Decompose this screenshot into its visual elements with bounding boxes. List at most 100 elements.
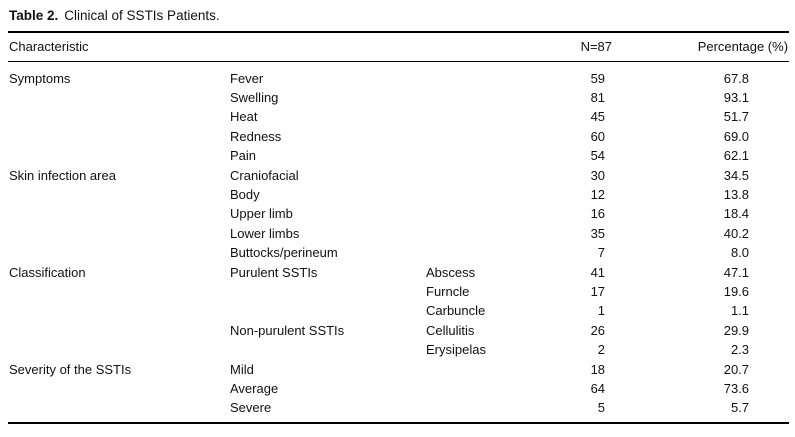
- table-row: Swelling 81 93.1: [8, 88, 789, 107]
- subcategory-cell: Craniofacial: [230, 167, 299, 183]
- subsubcategory-cell: [426, 146, 552, 165]
- n-cell: 2: [597, 342, 606, 358]
- characteristic-cell: [8, 282, 230, 301]
- subsubcategory-cell: [426, 224, 552, 243]
- characteristic-cell: Symptoms: [9, 70, 71, 86]
- subsubcategory-cell: Furncle: [426, 283, 470, 299]
- percentage-cell: 40.2: [723, 225, 750, 241]
- characteristic-cell: Skin infection area: [9, 167, 116, 183]
- n-cell: 64: [590, 381, 606, 396]
- subsubcategory-cell: [426, 185, 552, 204]
- table-caption-label: Table 2.: [9, 8, 59, 23]
- table-row: Carbuncle 1 1.1: [8, 301, 789, 320]
- percentage-cell: 29.9: [723, 322, 750, 338]
- n-cell: 26: [590, 322, 606, 338]
- subcategory-cell: Heat: [230, 109, 258, 125]
- n-cell: 12: [590, 186, 606, 202]
- table-body: Symptoms Fever 59 67.8 Swelling 81 93.1 Heat 45 5…: [8, 61, 789, 423]
- n-cell: 7: [597, 245, 606, 261]
- subsubcategory-cell: [426, 243, 552, 262]
- characteristic-cell: [8, 321, 230, 340]
- subcategory-cell: Severe: [230, 400, 272, 416]
- subcategory-cell: Non-purulent SSTIs: [230, 322, 345, 338]
- subsubcategory-cell: [426, 360, 552, 379]
- subsubcategory-cell: [426, 127, 552, 146]
- subsubcategory-cell: [426, 379, 552, 398]
- characteristic-cell: [8, 146, 230, 165]
- n-cell: 35: [590, 225, 606, 241]
- percentage-cell: 34.5: [723, 167, 750, 183]
- characteristic-cell: [8, 243, 230, 262]
- table-row: Symptoms Fever 59 67.8: [8, 61, 789, 88]
- subcategory-cell: Fever: [230, 70, 264, 86]
- table-caption-text: Clinical of SSTIs Patients.: [64, 8, 220, 23]
- percentage-cell: 18.4: [723, 206, 750, 222]
- table-row: Upper limb 16 18.4: [8, 204, 789, 223]
- characteristic-cell: [8, 88, 230, 107]
- characteristic-cell: [8, 398, 230, 422]
- characteristic-cell: [8, 224, 230, 243]
- header-n: N=87: [552, 32, 613, 62]
- percentage-cell: 19.6: [723, 283, 750, 299]
- characteristic-cell: [8, 185, 230, 204]
- subsubcategory-cell: [426, 88, 552, 107]
- percentage-cell: 13.8: [723, 186, 750, 202]
- characteristic-cell: [8, 107, 230, 126]
- table-header: Characteristic N=87 Percentage (%): [8, 32, 790, 62]
- percentage-cell: 51.7: [723, 109, 750, 125]
- header-percentage: Percentage (%): [612, 32, 790, 62]
- n-cell: 17: [590, 283, 606, 299]
- subcategory-cell: [230, 301, 426, 320]
- percentage-cell: 20.7: [723, 361, 750, 377]
- characteristic-cell: [8, 204, 230, 223]
- subsubcategory-cell: Erysipelas: [426, 342, 486, 358]
- table-row: Lower limbs 35 40.2: [8, 224, 789, 243]
- subcategory-cell: [230, 340, 426, 359]
- table-row: Erysipelas 2 2.3: [8, 340, 789, 359]
- subcategory-cell: Body: [230, 186, 260, 202]
- subsubcategory-cell: [426, 398, 552, 422]
- table-row: Average 64 73.6: [8, 379, 789, 398]
- table-row: Classification Purulent SSTIs Abscess 41 47.…: [8, 263, 789, 282]
- subcategory-cell: Average: [230, 381, 279, 396]
- subsubcategory-cell: Carbuncle: [426, 303, 486, 319]
- subsubcategory-cell: Cellulitis: [426, 322, 475, 338]
- percentage-cell: 67.8: [723, 70, 750, 86]
- table-caption: Table 2. Clinical of SSTIs Patients.: [9, 7, 789, 24]
- table-row: Buttocks/perineum 7 8.0: [8, 243, 789, 262]
- percentage-cell: 5.7: [730, 400, 750, 416]
- characteristic-cell: Classification: [9, 264, 86, 280]
- subcategory-cell: Pain: [230, 148, 257, 164]
- subcategory-cell: [230, 282, 426, 301]
- n-cell: 16: [590, 206, 606, 222]
- n-cell: 41: [590, 264, 606, 280]
- characteristic-cell: [8, 301, 230, 320]
- table-row: Severity of the SSTIs Mild 18 20.7: [8, 360, 789, 379]
- subsubcategory-cell: [426, 166, 552, 185]
- percentage-cell: 62.1: [723, 148, 750, 164]
- percentage-cell: 93.1: [723, 89, 750, 105]
- subcategory-cell: Upper limb: [230, 206, 293, 222]
- header-characteristic: Characteristic: [8, 32, 553, 62]
- subcategory-cell: Swelling: [230, 89, 279, 105]
- table-row: Redness 60 69.0: [8, 127, 789, 146]
- table-row: Non-purulent SSTIs Cellulitis 26 29.9: [8, 321, 789, 340]
- percentage-cell: 47.1: [723, 264, 750, 280]
- table-row: Pain 54 62.1: [8, 146, 789, 165]
- n-cell: 81: [590, 89, 606, 105]
- percentage-cell: 2.3: [730, 342, 750, 358]
- subcategory-cell: Lower limbs: [230, 225, 300, 241]
- n-cell: 45: [590, 109, 606, 125]
- percentage-cell: 8.0: [730, 245, 750, 261]
- subcategory-cell: Redness: [230, 128, 282, 144]
- characteristic-cell: [8, 127, 230, 146]
- table-row: Heat 45 51.7: [8, 107, 789, 126]
- n-cell: 54: [590, 148, 606, 164]
- clinical-table: Characteristic N=87 Percentage (%) Sympt…: [8, 31, 790, 424]
- table-row: Severe 5 5.7: [8, 398, 789, 422]
- paper-page: Table 2. Clinical of SSTIs Patients. Char…: [8, 7, 790, 424]
- subsubcategory-cell: [426, 107, 552, 126]
- subcategory-cell: Mild: [230, 361, 254, 377]
- subcategory-cell: Buttocks/perineum: [230, 245, 338, 261]
- n-cell: 59: [590, 70, 606, 86]
